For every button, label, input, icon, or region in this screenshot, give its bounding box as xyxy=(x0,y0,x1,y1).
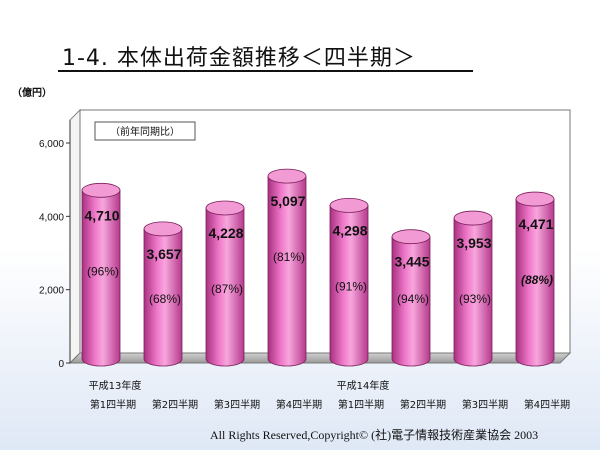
bar-body xyxy=(267,175,307,367)
yoy-label: (68%) xyxy=(149,292,181,306)
bar-body xyxy=(81,189,121,367)
bar-2 xyxy=(143,221,183,367)
x-quarter-label: 第1四半期 xyxy=(338,398,384,411)
value-label: 4,228 xyxy=(208,225,243,241)
value-label: 3,657 xyxy=(146,246,181,262)
bar-top xyxy=(81,182,121,198)
bar-body xyxy=(329,205,369,367)
yoy-label: (91%) xyxy=(335,279,367,293)
bar-body xyxy=(205,207,245,367)
y-tick-label: 4,000 xyxy=(39,212,64,223)
bar-3 xyxy=(205,200,245,367)
value-label: 4,471 xyxy=(518,216,553,232)
bar-7 xyxy=(453,210,493,367)
yoy-label: (96%) xyxy=(87,264,119,278)
yoy-label: (88%) xyxy=(521,273,553,287)
bar-8 xyxy=(515,191,555,367)
bar-body xyxy=(515,198,555,367)
bar-top xyxy=(329,198,369,213)
chart-side-wall xyxy=(69,108,81,365)
bar-body xyxy=(391,236,431,367)
bar-top xyxy=(391,229,431,245)
x-quarter-label: 第4四半期 xyxy=(276,398,322,411)
bar-5 xyxy=(329,198,369,367)
y-tick-label: 2,000 xyxy=(39,286,64,297)
page-title: 1-4. 本体出荷金額推移＜四半期＞ xyxy=(62,46,416,71)
value-label: 4,710 xyxy=(84,207,119,223)
yoy-label: (93%) xyxy=(459,292,491,306)
bar-body xyxy=(453,217,493,367)
x-year-label: 平成13年度 xyxy=(89,379,142,392)
yoy-label: (87%) xyxy=(211,282,243,296)
title-underline xyxy=(58,70,473,72)
x-quarter-label: 第2四半期 xyxy=(152,398,198,411)
bar-6 xyxy=(391,229,431,367)
bar-top xyxy=(267,168,307,184)
yoy-label: (94%) xyxy=(397,292,429,306)
bar-top xyxy=(515,191,555,207)
bar-top xyxy=(453,210,493,226)
y-tick-label: 6,000 xyxy=(39,139,64,150)
x-quarter-label: 第3四半期 xyxy=(214,398,260,411)
bar-4 xyxy=(267,168,307,367)
value-label: 3,953 xyxy=(456,235,491,251)
note-box xyxy=(94,121,196,141)
note-label: （前年同期比） xyxy=(110,125,180,138)
bar-top xyxy=(143,221,183,237)
x-quarter-label: 第3四半期 xyxy=(462,398,508,411)
x-quarter-label: 第2四半期 xyxy=(400,398,446,411)
x-quarter-label: 第1四半期 xyxy=(90,398,136,411)
x-year-label: 平成14年度 xyxy=(337,379,390,392)
y-unit-label: （億円） xyxy=(12,86,52,99)
copyright-footer: All Rights Reserved,Copyright© (社)電子情報技術… xyxy=(210,428,539,442)
x-quarter-label: 第4四半期 xyxy=(524,398,570,411)
value-label: 5,097 xyxy=(270,193,305,209)
bar-body xyxy=(143,228,183,367)
value-label: 3,445 xyxy=(394,254,429,270)
y-tick-label: 0 xyxy=(58,359,64,370)
bar-1 xyxy=(81,182,121,367)
bar-top xyxy=(205,200,245,216)
value-label: 4,298 xyxy=(332,222,367,238)
yoy-label: (81%) xyxy=(273,250,305,264)
